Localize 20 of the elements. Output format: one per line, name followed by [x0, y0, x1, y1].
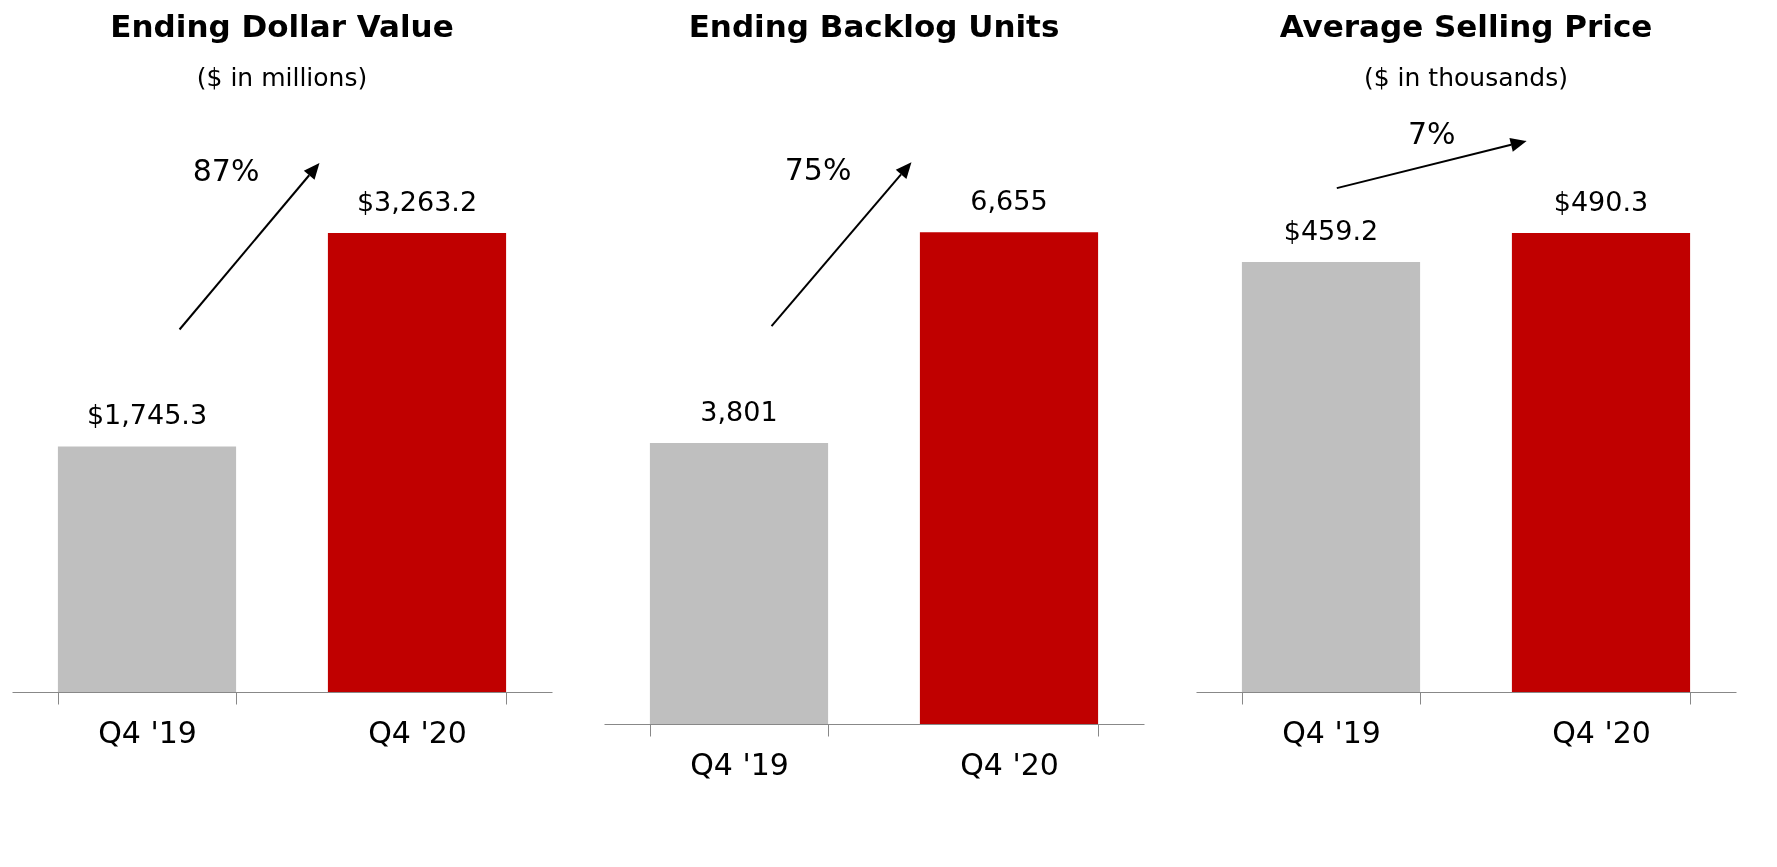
chart-title: Ending Backlog Units	[688, 8, 1060, 44]
chart-title: Average Selling Price	[1279, 8, 1653, 44]
x-tick-label: Q4 '19	[690, 746, 789, 782]
data-label: $459.2	[1283, 215, 1379, 247]
data-label: $490.3	[1553, 185, 1649, 217]
data-label: $1,745.3	[86, 399, 208, 431]
x-tick-label: Q4 '19	[98, 714, 197, 750]
chart-title: Ending Dollar Value	[110, 8, 454, 44]
data-label: 3,801	[700, 396, 778, 428]
x-tick-label: Q4 '19	[1282, 714, 1381, 750]
x-tick-label: Q4 '20	[960, 746, 1059, 782]
text: 87%	[192, 152, 260, 188]
data-label: 6,655	[970, 185, 1048, 217]
text: 7%	[1407, 115, 1456, 151]
chart-subtitle: ($ in thousands)	[1364, 63, 1568, 92]
data-label: $3,263.2	[356, 185, 478, 217]
chart-subtitle: ($ in millions)	[196, 63, 368, 92]
text: 75%	[784, 152, 852, 188]
x-tick-label: Q4 '20	[368, 714, 467, 750]
x-tick-label: Q4 '20	[1552, 714, 1651, 750]
